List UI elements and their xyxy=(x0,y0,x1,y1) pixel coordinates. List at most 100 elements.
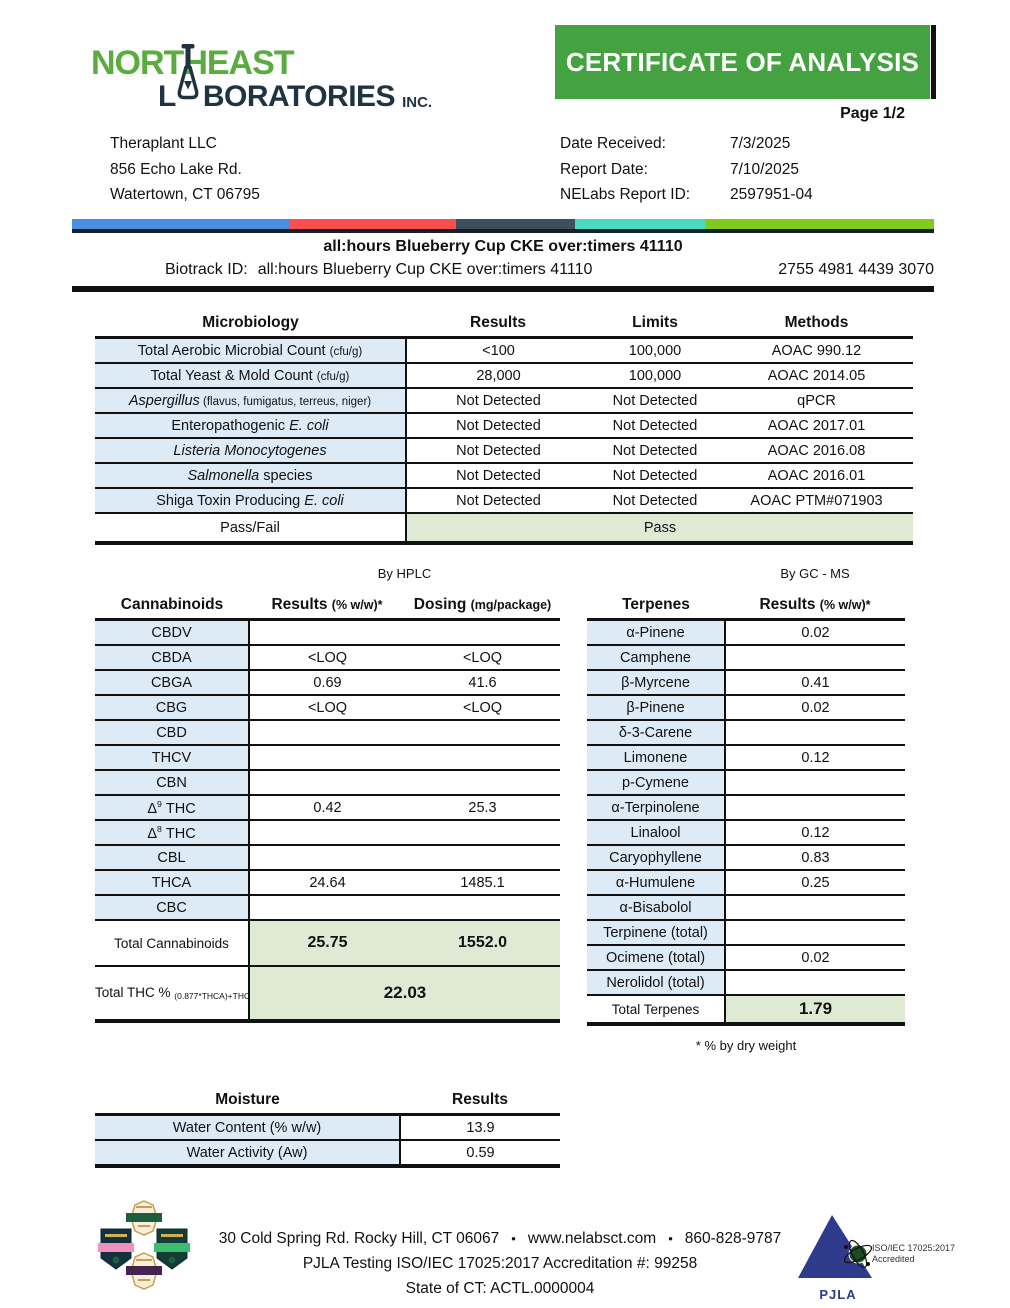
table-row: CBDA <LOQ <LOQ xyxy=(95,645,560,671)
pjla-logo: PJLA xyxy=(793,1212,883,1302)
table-row: CBN xyxy=(95,770,560,796)
table-row: Aspergillus (flavus, fumigatus, terreus,… xyxy=(95,388,913,414)
cannabinoid-name: Δ8 THC xyxy=(95,820,250,846)
result-value: Not Detected xyxy=(406,488,590,514)
pjla-triangle-icon xyxy=(798,1215,873,1278)
terp-col-results: Results (% w/w)* xyxy=(725,588,905,621)
cannabinoid-name: THCA xyxy=(95,870,250,896)
moisture-name: Water Content (% w/w) xyxy=(95,1114,401,1141)
terpene-name: α-Terpinolene xyxy=(587,795,726,821)
emerald-badge-top-icon xyxy=(126,1200,162,1236)
total-terpenes-value: 1.79 xyxy=(725,995,905,1026)
by-hplc-note: By HPLC xyxy=(377,566,432,581)
coa-banner-title: CERTIFICATE OF ANALYSIS xyxy=(565,46,920,77)
pass-fail-result: Pass xyxy=(406,513,913,545)
micro-col-limits: Limits xyxy=(590,306,720,339)
moist-col-results: Results xyxy=(400,1083,560,1116)
dosing-value xyxy=(405,745,560,771)
method-value: AOAC PTM#071903 xyxy=(720,488,913,514)
table-row: Listeria Monocytogenes Not Detected Not De… xyxy=(95,438,913,464)
cannabinoid-name: CBDV xyxy=(95,619,250,646)
table-row: CBGA 0.69 41.6 xyxy=(95,670,560,696)
dosing-value xyxy=(405,619,560,646)
table-row: Total Yeast & Mold Count (cfu/g) 28,000 10… xyxy=(95,363,913,389)
result-value xyxy=(725,720,905,746)
limit-value: 100,000 xyxy=(590,363,720,389)
analyte-name: Aspergillus (flavus, fumigatus, terreus,… xyxy=(95,388,407,414)
dosing-value xyxy=(405,770,560,796)
dosing-value: 1485.1 xyxy=(405,870,560,896)
footer-phone: 860-828-9787 xyxy=(684,1230,782,1247)
table-row: Nerolidol (total) xyxy=(587,970,905,996)
table-row: CBC xyxy=(95,895,560,921)
laboratories-wordmark: L BORATORIES INC. xyxy=(158,80,433,113)
pjla-wordmark: PJLA xyxy=(819,1287,857,1302)
result-value: 0.41 xyxy=(725,670,905,696)
table-row: p-Cymene xyxy=(587,770,905,796)
result-value: 0.25 xyxy=(725,870,905,896)
terp-col-name: Terpenes xyxy=(587,588,725,621)
result-value: 0.02 xyxy=(725,695,905,721)
table-row: Enteropathogenic E. coli Not Detected Not … xyxy=(95,413,913,439)
result-value: 0.12 xyxy=(725,745,905,771)
terpene-header-row: Terpenes Results (% w/w)* xyxy=(587,588,905,621)
color-bar-segment-green xyxy=(705,219,934,229)
limit-value: Not Detected xyxy=(590,438,720,464)
analyte-name: Enteropathogenic E. coli xyxy=(95,413,407,439)
limit-value: 100,000 xyxy=(590,337,720,364)
table-row: CBD xyxy=(95,720,560,746)
terpene-name: Linalool xyxy=(587,820,726,846)
micro-col-methods: Methods xyxy=(720,306,913,339)
terpene-name: δ-3-Carene xyxy=(587,720,726,746)
result-value: 0.83 xyxy=(725,845,905,871)
date-received-label: Date Received: xyxy=(560,135,666,152)
result-value xyxy=(249,745,405,771)
result-value xyxy=(249,845,405,871)
dry-weight-footnote: * % by dry weight xyxy=(695,1038,797,1053)
result-value: 0.42 xyxy=(249,795,405,821)
result-value xyxy=(249,895,405,921)
terpene-name: β-Myrcene xyxy=(587,670,726,696)
cannabinoid-name: CBC xyxy=(95,895,250,921)
method-value: AOAC 2016.08 xyxy=(720,438,913,464)
table-row: Water Content (% w/w) 13.9 xyxy=(95,1114,560,1141)
table-row: α-Humulene 0.25 xyxy=(587,870,905,896)
moist-col-name: Moisture xyxy=(95,1083,400,1116)
micro-col-results: Results xyxy=(406,306,590,339)
coa-banner: CERTIFICATE OF ANALYSIS xyxy=(555,25,930,99)
result-value: 0.12 xyxy=(725,820,905,846)
table-row: Linalool 0.12 xyxy=(587,820,905,846)
flask-icon xyxy=(177,44,199,100)
table-row: Terpinene (total) xyxy=(587,920,905,946)
table-row: Ocimene (total) 0.02 xyxy=(587,945,905,971)
cannabinoid-name: THCV xyxy=(95,745,250,771)
terpene-name: β-Pinene xyxy=(587,695,726,721)
total-thc-value: 22.03 xyxy=(249,966,560,1023)
cannabinoid-name: CBN xyxy=(95,770,250,796)
biotrack-label: Biotrack ID: xyxy=(165,261,248,278)
report-date-row: Report Date: 7/10/2025 xyxy=(560,157,813,183)
result-value xyxy=(249,770,405,796)
moisture-table: Moisture Results Water Content (% w/w) 13… xyxy=(95,1083,560,1168)
dosing-value xyxy=(405,895,560,921)
footer-website: www.nelabsct.com xyxy=(527,1230,657,1247)
inc-label: INC. xyxy=(402,94,433,111)
client-city: Watertown, CT 06795 xyxy=(110,186,260,203)
analyte-name: Total Aerobic Microbial Count (cfu/g) xyxy=(95,337,407,364)
table-row: Δ8 THC xyxy=(95,820,560,846)
emerald-badge-bottom-icon xyxy=(126,1252,162,1290)
result-value xyxy=(725,920,905,946)
biotrack-number: 2755 4981 4439 3070 xyxy=(778,261,934,278)
client-address: Theraplant LLC 856 Echo Lake Rd. Waterto… xyxy=(110,131,260,208)
table-row: CBL xyxy=(95,845,560,871)
result-value xyxy=(725,770,905,796)
report-id-row: NELabs Report ID: 2597951-04 xyxy=(560,182,813,208)
divider-rule xyxy=(72,286,934,292)
table-row: α-Terpinolene xyxy=(587,795,905,821)
cannabinoid-header-row: Cannabinoids Results (% w/w)* Dosing (mg… xyxy=(95,588,560,621)
cann-col-results: Results (% w/w)* xyxy=(249,588,405,621)
cannabinoid-table: Cannabinoids Results (% w/w)* Dosing (mg… xyxy=(95,588,560,1023)
terpene-name: Limonene xyxy=(587,745,726,771)
result-value: Not Detected xyxy=(406,388,590,414)
total-cannabinoids-row: Total Cannabinoids 25.75 1552.0 xyxy=(95,920,560,967)
